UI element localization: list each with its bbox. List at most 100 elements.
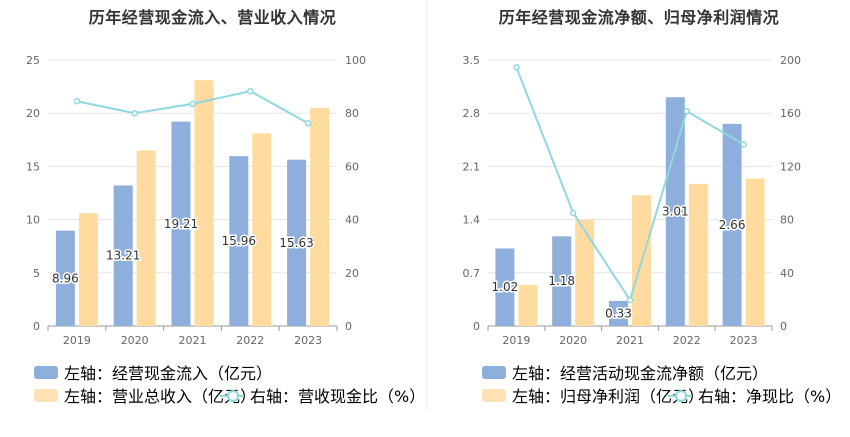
legend-item-net-cash-ratio[interactable]: 右轴：净现比（%） bbox=[668, 383, 841, 407]
bar-data-label: 13.21 bbox=[106, 249, 140, 263]
left-axis-tick-label: 0 bbox=[33, 320, 40, 333]
bar-2023-primary bbox=[722, 123, 742, 326]
chart-panel-cash-inflow: 历年经营现金流入、营业收入情况 0 0 5 20 10 40 15 60 20 80 25 100 8.… bbox=[0, 8, 425, 406]
bar-2019-secondary bbox=[78, 213, 98, 326]
left-axis-tick-label: 10 bbox=[26, 214, 40, 227]
x-axis-tick-label: 2020 bbox=[121, 334, 149, 345]
left-axis-tick-label: 2.8 bbox=[463, 107, 481, 120]
bar-2020-primary bbox=[113, 185, 133, 326]
bar-2023-secondary bbox=[745, 178, 765, 326]
right-axis-tick-label: 0 bbox=[780, 320, 787, 333]
ratio-point bbox=[513, 64, 520, 71]
ratio-line bbox=[515, 66, 745, 303]
bar-data-label: 1.02 bbox=[492, 280, 519, 294]
ratio-point bbox=[304, 120, 312, 127]
left-axis-tick-label: 0 bbox=[473, 320, 480, 333]
bar-2022-secondary bbox=[252, 133, 272, 326]
legend-item-cash-inflow[interactable]: 左轴：经营现金流入（亿元） bbox=[34, 360, 272, 384]
right-axis-tick-label: 40 bbox=[780, 267, 794, 280]
ratio-point bbox=[131, 109, 138, 117]
bar-2022-primary bbox=[229, 156, 249, 326]
x-axis-tick-label: 2019 bbox=[63, 334, 91, 345]
bar-data-label: 0.33 bbox=[605, 306, 632, 320]
legend-label: 右轴：净现比（%） bbox=[698, 387, 842, 406]
ratio-point bbox=[740, 141, 747, 148]
legend-label: 左轴：经营现金流入（亿元） bbox=[64, 364, 273, 383]
chart-title: 历年经营现金流入、营业收入情况 bbox=[88, 8, 337, 27]
legend-swatch-blue bbox=[482, 365, 506, 379]
chart-title: 历年经营现金流净额、归母净利润情况 bbox=[498, 8, 780, 27]
ratio-line bbox=[76, 90, 309, 125]
legend-row-1: 左轴：经营现金流入（亿元） bbox=[0, 360, 425, 383]
ratio-point bbox=[189, 100, 196, 108]
ratio-point bbox=[569, 209, 577, 217]
bar-data-label: 3.01 bbox=[662, 205, 689, 219]
x-axis-tick-label: 2019 bbox=[502, 334, 530, 345]
bar-data-label: 2.66 bbox=[719, 218, 746, 232]
panel-divider bbox=[426, 0, 427, 410]
ratio-point bbox=[247, 87, 254, 95]
chart-panel-net-cash-flow: 历年经营现金流净额、归母净利润情况 0 0 0.7 40 1.4 80 2.1 120 2.8 1… bbox=[428, 0, 850, 437]
bar-data-label: 15.63 bbox=[279, 236, 313, 250]
right-axis-tick-label: 80 bbox=[780, 214, 794, 227]
bar-data-label: 1.18 bbox=[548, 274, 575, 288]
bar-2019-primary bbox=[55, 230, 75, 326]
legend-item-operating-net-cash[interactable]: 左轴：经营活动现金流净额（亿元） bbox=[482, 360, 768, 384]
left-axis-tick-label: 25 bbox=[26, 54, 40, 67]
right-axis-tick-label: 20 bbox=[345, 267, 359, 280]
ratio-point bbox=[626, 296, 634, 304]
legend-swatch-orange bbox=[482, 388, 506, 402]
x-axis-tick-label: 2020 bbox=[559, 334, 587, 345]
legend-label: 右轴：营收现金比（%） bbox=[250, 387, 426, 406]
x-axis-tick-label: 2022 bbox=[673, 334, 701, 345]
left-axis-tick-label: 20 bbox=[26, 107, 40, 120]
right-axis-tick-label: 120 bbox=[780, 160, 801, 173]
legend-swatch-orange bbox=[34, 388, 58, 402]
bar-2022-secondary bbox=[688, 183, 708, 326]
left-axis-tick-label: 15 bbox=[26, 160, 40, 173]
x-axis-tick-label: 2023 bbox=[294, 334, 322, 345]
right-axis-tick-label: 160 bbox=[780, 107, 801, 120]
net-cash-flow-chart: 0 0 0.7 40 1.4 80 2.1 120 2.8 160 3.5 200 1.02 2019 1.… bbox=[463, 54, 802, 345]
bar-2019-secondary bbox=[518, 284, 538, 326]
left-axis-tick-label: 1.4 bbox=[463, 214, 481, 227]
x-axis-tick-label: 2021 bbox=[179, 334, 207, 345]
bar-2021-primary bbox=[171, 121, 191, 327]
legend-swatch-blue bbox=[34, 365, 58, 379]
bar-2021-primary bbox=[609, 300, 628, 326]
legend-line-marker-icon bbox=[668, 389, 692, 402]
bar-data-label: 19.21 bbox=[164, 217, 198, 231]
right-axis-tick-label: 200 bbox=[780, 54, 801, 67]
x-axis-tick-label: 2021 bbox=[616, 334, 644, 345]
left-axis-tick-label: 5 bbox=[33, 267, 40, 280]
legend-line-marker-icon bbox=[220, 389, 244, 402]
legend-item-revenue[interactable]: 左轴：营业总收入（亿元） bbox=[34, 383, 256, 407]
right-axis-tick-label: 60 bbox=[345, 160, 359, 173]
left-axis-tick-label: 3.5 bbox=[463, 54, 481, 67]
ratio-point bbox=[73, 97, 81, 105]
right-axis-tick-label: 100 bbox=[345, 54, 366, 67]
cash-inflow-chart: 0 0 5 20 10 40 15 60 20 80 25 100 8.96 2019 13.21 2020 1… bbox=[26, 54, 366, 345]
x-axis-tick-label: 2023 bbox=[730, 334, 758, 345]
legend-label: 左轴：营业总收入（亿元） bbox=[64, 387, 257, 406]
bar-2019-primary bbox=[495, 248, 515, 326]
bar-2021-secondary bbox=[194, 80, 214, 326]
legend-row-2: 左轴：营业总收入（亿元） 右轴：营收现金比（%） bbox=[0, 383, 425, 406]
legend-label: 左轴：归母净利润（亿元） bbox=[512, 387, 705, 406]
bar-2020-secondary bbox=[575, 219, 595, 326]
bar-2020-secondary bbox=[136, 150, 156, 326]
legend-row-1: 左轴：经营活动现金流净额（亿元） bbox=[428, 360, 850, 383]
x-axis-tick-label: 2022 bbox=[236, 334, 264, 345]
left-axis-tick-label: 2.1 bbox=[463, 160, 481, 173]
bar-data-label: 15.96 bbox=[222, 234, 256, 248]
legend-label: 左轴：经营活动现金流净额（亿元） bbox=[512, 364, 769, 383]
legend-item-net-profit[interactable]: 左轴：归母净利润（亿元） bbox=[482, 383, 704, 407]
right-axis-tick-label: 0 bbox=[345, 320, 352, 333]
bar-2022-primary bbox=[665, 97, 685, 327]
left-axis-tick-label: 0.7 bbox=[463, 267, 481, 280]
ratio-point bbox=[683, 107, 691, 115]
right-axis-tick-label: 80 bbox=[345, 107, 359, 120]
legend-item-revenue-cash-ratio[interactable]: 右轴：营收现金比（%） bbox=[220, 383, 425, 407]
right-axis-tick-label: 40 bbox=[345, 214, 359, 227]
bar-2023-secondary bbox=[310, 107, 330, 326]
